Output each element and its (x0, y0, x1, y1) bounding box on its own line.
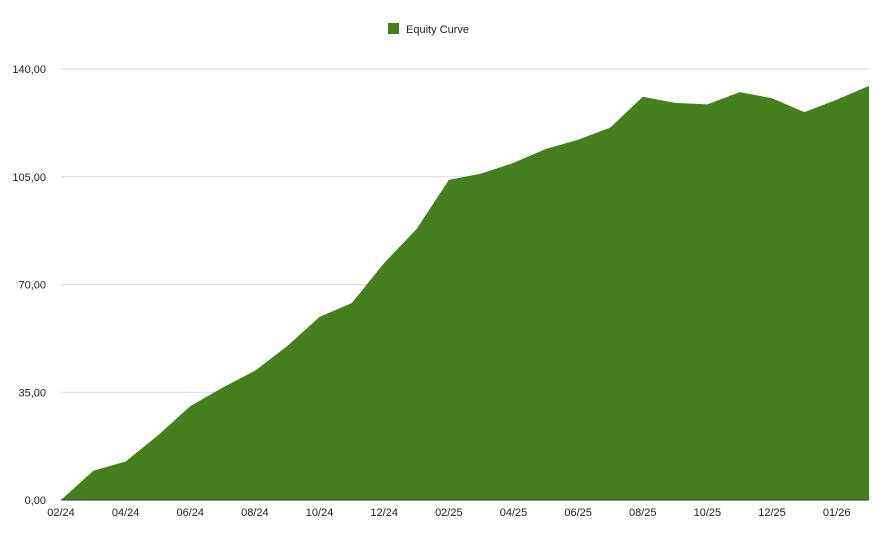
y-tick-label: 140,00 (12, 64, 46, 76)
y-tick-label: 0,00 (25, 495, 46, 507)
data-point[interactable] (317, 314, 323, 320)
x-tick-label: 12/25 (758, 507, 786, 519)
y-tick-label: 70,00 (18, 280, 46, 292)
data-point[interactable] (607, 124, 613, 130)
x-tick-label: 10/24 (306, 507, 334, 519)
equity-curve-area[interactable] (61, 85, 869, 501)
x-tick-label: 10/25 (694, 507, 722, 519)
data-point[interactable] (220, 385, 226, 391)
legend-swatch (388, 23, 399, 34)
y-tick-label: 35,00 (18, 387, 46, 399)
x-axis: 02/24 04/24 06/24 08/24 10/24 12/24 02/25 04/25… (47, 499, 869, 519)
series-area (61, 83, 872, 501)
data-point[interactable] (769, 95, 775, 101)
x-tick-label: 12/24 (370, 507, 398, 519)
data-point[interactable] (478, 171, 484, 177)
data-point[interactable] (672, 100, 678, 106)
y-axis: 0,00 35,00 70,00 105,00 140,00 (12, 64, 46, 507)
data-point[interactable] (866, 83, 872, 89)
x-tick-label: 06/24 (177, 507, 205, 519)
data-point[interactable] (834, 97, 840, 103)
x-tick-label: 04/25 (500, 507, 528, 519)
x-tick-label: 02/25 (435, 507, 463, 519)
data-point[interactable] (284, 343, 290, 349)
data-point[interactable] (640, 94, 646, 100)
data-point[interactable] (349, 300, 355, 306)
data-point[interactable] (414, 226, 420, 232)
data-point[interactable] (543, 146, 549, 152)
x-tick-label: 04/24 (112, 507, 140, 519)
y-tick-label: 105,00 (12, 172, 46, 184)
data-point[interactable] (510, 160, 516, 166)
data-point[interactable] (187, 403, 193, 409)
data-point[interactable] (446, 177, 452, 183)
legend[interactable]: Equity Curve (388, 23, 469, 36)
data-point[interactable] (123, 459, 129, 465)
x-tick-label: 08/25 (629, 507, 657, 519)
data-point[interactable] (90, 468, 96, 474)
data-point[interactable] (575, 137, 581, 143)
data-point[interactable] (252, 368, 258, 374)
x-tick-label: 02/24 (47, 507, 75, 519)
data-point[interactable] (381, 260, 387, 266)
legend-label: Equity Curve (406, 24, 469, 36)
x-tick-label: 08/24 (241, 507, 269, 519)
data-point[interactable] (704, 101, 710, 107)
x-tick-label: 06/25 (564, 507, 592, 519)
x-tick-label: 01/26 (823, 507, 851, 519)
data-point[interactable] (155, 432, 161, 438)
data-point[interactable] (801, 109, 807, 115)
data-point[interactable] (737, 89, 743, 95)
